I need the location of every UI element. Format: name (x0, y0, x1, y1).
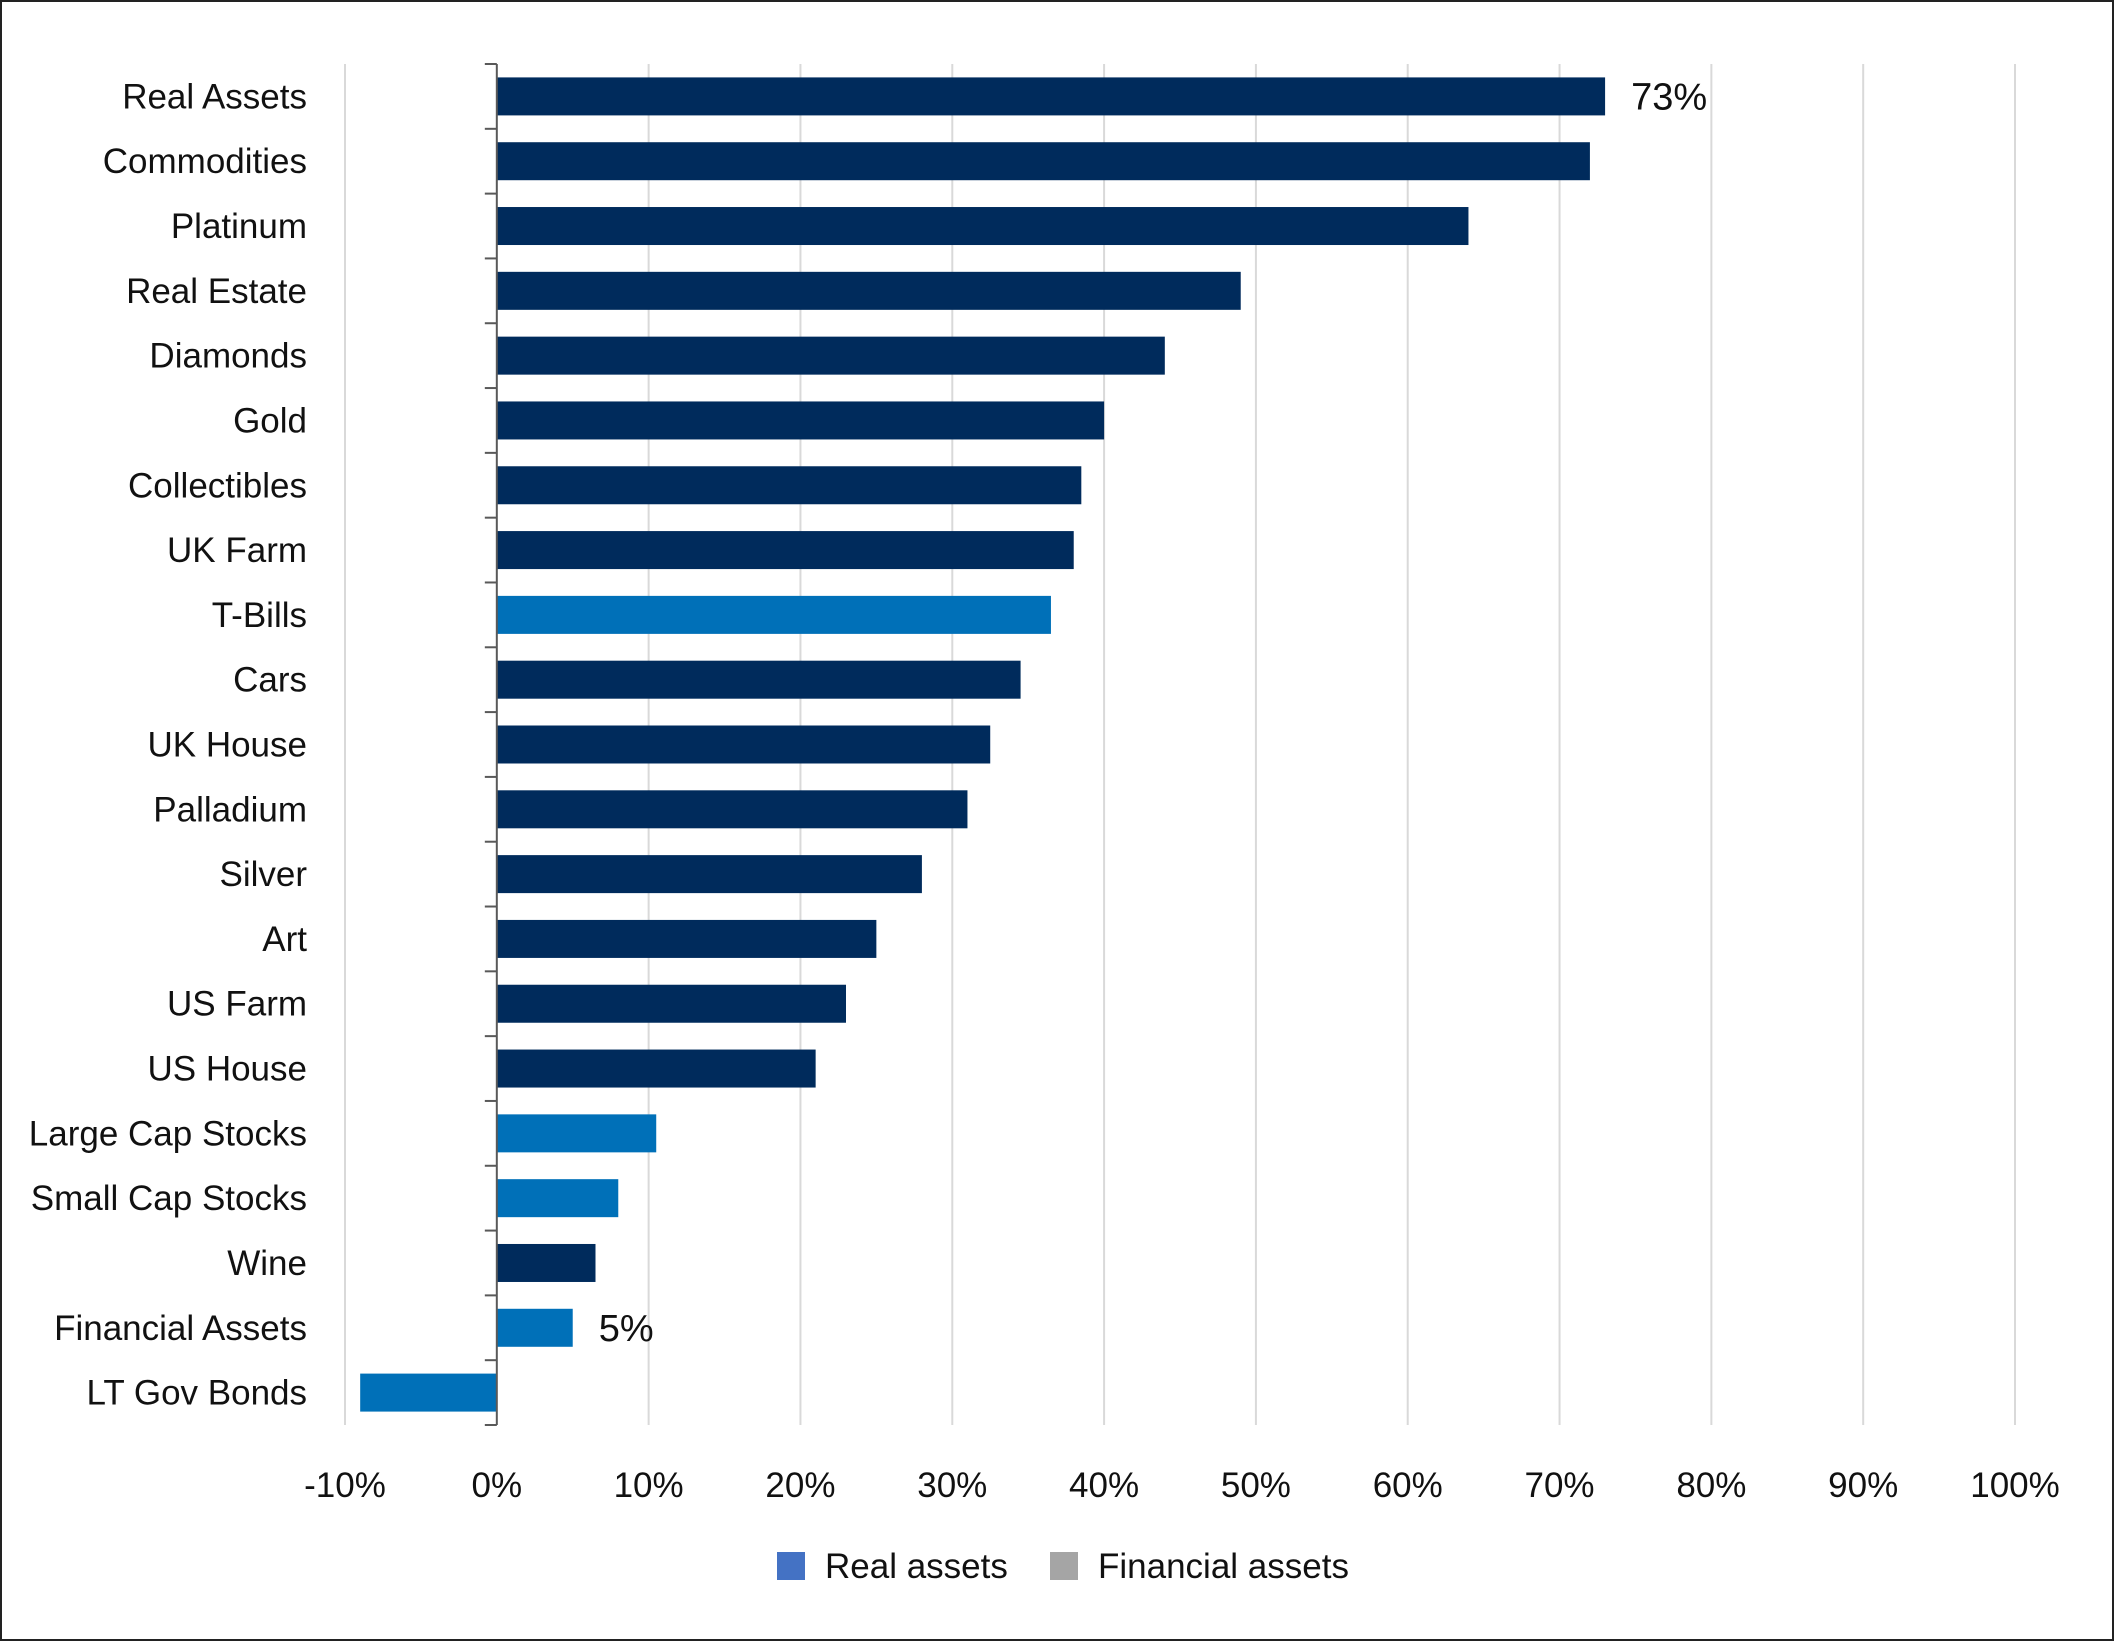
category-label: Large Cap Stocks (29, 1114, 307, 1153)
category-label: Collectibles (128, 466, 307, 505)
legend-label-financial: Financial assets (1098, 1547, 1349, 1586)
x-tick-label: 90% (1828, 1466, 1898, 1505)
x-tick-label: 30% (917, 1466, 987, 1505)
category-labels: Real Assets Commodities Platinum Real Estat… (29, 77, 308, 1412)
data-label: 73% (1631, 76, 1707, 118)
bar (496, 271, 1241, 310)
category-label: US House (147, 1050, 307, 1089)
bar (496, 1114, 657, 1153)
category-label: Platinum (171, 207, 307, 246)
x-tick-label: 60% (1373, 1466, 1443, 1505)
x-tick-label: 50% (1221, 1466, 1291, 1505)
legend-swatch-real (777, 1552, 805, 1580)
category-label: Art (262, 920, 307, 959)
category-label: Commodities (103, 142, 307, 181)
bar (360, 1373, 497, 1412)
x-tick-label: -10% (304, 1466, 386, 1505)
bar (496, 660, 1021, 699)
bar (496, 466, 1082, 505)
category-label: Diamonds (149, 337, 307, 376)
bar (496, 1179, 619, 1218)
bar (496, 855, 922, 894)
category-label: LT Gov Bonds (87, 1374, 308, 1413)
category-label: Wine (227, 1244, 307, 1283)
legend-label-real: Real assets (825, 1547, 1008, 1586)
category-label: US Farm (167, 985, 307, 1024)
data-labels: 73% 5% (599, 76, 1707, 1349)
bar (496, 984, 846, 1023)
bar (496, 531, 1074, 570)
category-label: Small Cap Stocks (31, 1179, 307, 1218)
category-label: Palladium (153, 790, 307, 829)
x-tick-labels: -10% 0% 10% 20% 30% 40% 50% 60% 70% 80% 90% 100% (304, 1466, 2060, 1505)
bar (496, 336, 1165, 375)
bar (496, 77, 1606, 116)
bar (496, 595, 1051, 634)
category-label: Financial Assets (54, 1309, 307, 1348)
bar (496, 142, 1590, 181)
category-label: Gold (233, 401, 307, 440)
category-label: UK House (147, 726, 307, 765)
category-label: Cars (233, 661, 307, 700)
category-label: Real Estate (126, 272, 307, 311)
bars (360, 77, 1606, 1412)
category-label: Silver (219, 855, 307, 894)
category-label: T-Bills (212, 596, 307, 635)
x-tick-label: 70% (1525, 1466, 1595, 1505)
x-tick-label: 100% (1970, 1466, 2060, 1505)
data-label: 5% (599, 1308, 654, 1350)
x-tick-label: 40% (1069, 1466, 1139, 1505)
category-label: Real Assets (122, 77, 307, 116)
bar (496, 1049, 816, 1088)
x-tick-label: 80% (1676, 1466, 1746, 1505)
bar (496, 1308, 573, 1347)
bar (496, 1243, 596, 1282)
bar (496, 401, 1105, 440)
x-tick-label: 10% (614, 1466, 684, 1505)
bar (496, 207, 1469, 246)
x-tick-label: 20% (765, 1466, 835, 1505)
category-axis (484, 63, 498, 1426)
legend-swatch-financial (1050, 1552, 1078, 1580)
category-label: UK Farm (167, 531, 307, 570)
x-tick-label: 0% (472, 1466, 523, 1505)
legend: Real assets Financial assets (777, 1547, 1349, 1586)
bar (496, 919, 877, 958)
bar (496, 725, 991, 764)
bar (496, 790, 968, 829)
